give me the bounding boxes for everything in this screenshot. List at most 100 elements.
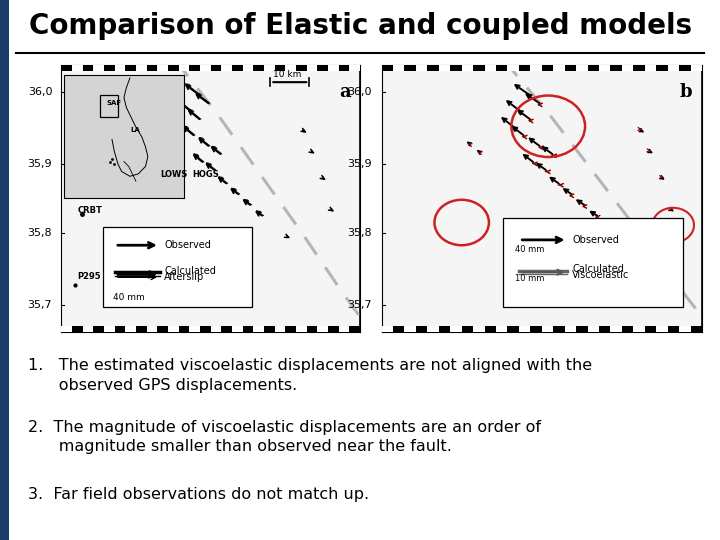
Text: 36,0: 36,0 — [348, 86, 372, 97]
Bar — [125, 65, 136, 71]
Bar — [285, 65, 296, 71]
Bar — [542, 326, 553, 332]
Bar — [253, 65, 264, 71]
Bar — [645, 326, 656, 332]
Bar — [83, 326, 93, 332]
Text: 3.  Far field observations do not match up.: 3. Far field observations do not match u… — [28, 487, 369, 502]
Text: 1.   The estimated viscoelastic displacements are not aligned with the
      obs: 1. The estimated viscoelastic displaceme… — [28, 358, 593, 393]
Bar — [382, 65, 393, 71]
Bar — [382, 326, 393, 332]
Bar — [634, 65, 645, 71]
Bar — [450, 326, 462, 332]
Bar — [588, 65, 599, 71]
Bar — [72, 65, 83, 71]
Bar — [588, 326, 599, 332]
Bar — [599, 326, 611, 332]
Text: a: a — [339, 83, 351, 100]
Bar — [104, 65, 114, 71]
Bar — [211, 326, 221, 332]
Bar — [438, 326, 450, 332]
Bar — [564, 326, 576, 332]
Bar — [253, 326, 264, 332]
Bar — [405, 326, 416, 332]
Bar — [667, 65, 679, 71]
Bar — [307, 65, 318, 71]
Bar — [147, 326, 157, 332]
Text: 35,9: 35,9 — [27, 159, 53, 168]
Bar — [679, 326, 690, 332]
Bar — [296, 65, 307, 71]
Bar — [274, 326, 285, 332]
Text: Observed: Observed — [164, 240, 211, 250]
Bar — [553, 65, 564, 71]
Text: Comparison of Elastic and coupled models: Comparison of Elastic and coupled models — [29, 12, 692, 40]
Bar — [519, 65, 531, 71]
Bar — [61, 326, 72, 332]
Bar — [508, 65, 519, 71]
Bar — [428, 65, 438, 71]
Bar — [473, 65, 485, 71]
Bar — [189, 65, 200, 71]
Bar — [656, 326, 667, 332]
Bar — [179, 65, 189, 71]
Bar — [168, 326, 179, 332]
Bar — [318, 65, 328, 71]
Bar — [599, 65, 611, 71]
Bar — [485, 65, 496, 71]
Text: 40 mm: 40 mm — [515, 245, 544, 254]
Bar — [104, 326, 114, 332]
Bar — [136, 65, 147, 71]
Bar — [200, 326, 211, 332]
Bar — [318, 326, 328, 332]
Text: 36,0: 36,0 — [28, 86, 53, 97]
Bar — [428, 326, 438, 332]
Bar — [450, 65, 462, 71]
Bar — [168, 65, 179, 71]
Bar — [179, 326, 189, 332]
Bar — [645, 65, 656, 71]
Bar — [114, 326, 125, 332]
Text: 35,8: 35,8 — [347, 228, 372, 238]
Text: Observed: Observed — [572, 235, 619, 245]
Bar — [485, 326, 496, 332]
Bar — [519, 326, 531, 332]
Bar — [274, 65, 285, 71]
Text: 35,8: 35,8 — [27, 228, 53, 238]
Bar — [125, 326, 136, 332]
Bar — [393, 326, 405, 332]
Bar — [328, 65, 338, 71]
Bar — [496, 326, 508, 332]
Bar — [622, 326, 634, 332]
Bar — [200, 65, 211, 71]
Text: CRBT: CRBT — [78, 206, 102, 215]
Text: HOGS: HOGS — [193, 170, 220, 179]
Bar — [307, 326, 318, 332]
Text: LOWS: LOWS — [160, 170, 187, 179]
Bar — [503, 219, 683, 307]
Text: 35,9: 35,9 — [347, 159, 372, 168]
Bar — [576, 65, 588, 71]
Bar — [531, 326, 542, 332]
Text: 35,7: 35,7 — [27, 300, 53, 310]
Bar — [338, 326, 349, 332]
Bar — [462, 65, 473, 71]
Bar — [622, 65, 634, 71]
Bar — [114, 65, 125, 71]
Bar — [189, 326, 200, 332]
Bar — [61, 65, 72, 71]
Bar — [634, 326, 645, 332]
Bar — [508, 326, 519, 332]
Bar — [136, 326, 147, 332]
Bar — [576, 326, 588, 332]
Bar — [232, 326, 243, 332]
Bar — [221, 326, 232, 332]
Bar — [264, 326, 274, 332]
Bar — [553, 326, 564, 332]
Bar — [690, 65, 702, 71]
Bar — [473, 326, 485, 332]
Text: 2.  The magnitude of viscoelastic displacements are an order of
      magnitude : 2. The magnitude of viscoelastic displac… — [28, 420, 541, 454]
Bar — [564, 65, 576, 71]
Bar — [462, 326, 473, 332]
Bar — [243, 326, 253, 332]
Bar — [211, 65, 221, 71]
